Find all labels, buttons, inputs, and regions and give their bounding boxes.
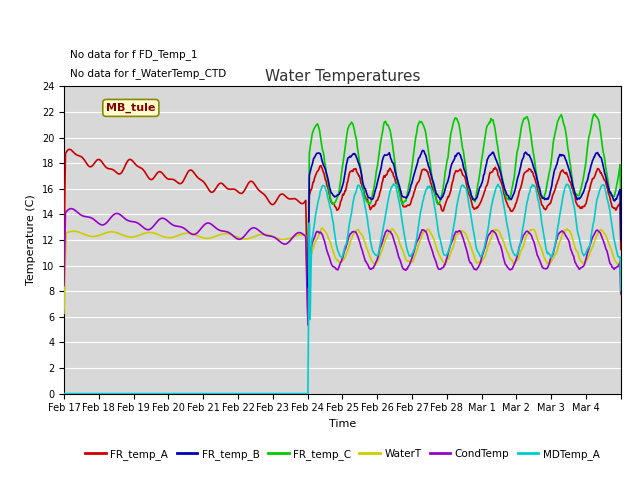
Title: Water Temperatures: Water Temperatures [265,69,420,84]
Y-axis label: Temperature (C): Temperature (C) [26,194,36,286]
X-axis label: Time: Time [329,419,356,429]
Legend: FR_temp_A, FR_temp_B, FR_temp_C, WaterT, CondTemp, MDTemp_A: FR_temp_A, FR_temp_B, FR_temp_C, WaterT,… [81,445,604,464]
Text: No data for f_WaterTemp_CTD: No data for f_WaterTemp_CTD [70,68,226,79]
Text: No data for f FD_Temp_1: No data for f FD_Temp_1 [70,49,197,60]
Text: MB_tule: MB_tule [106,103,156,113]
